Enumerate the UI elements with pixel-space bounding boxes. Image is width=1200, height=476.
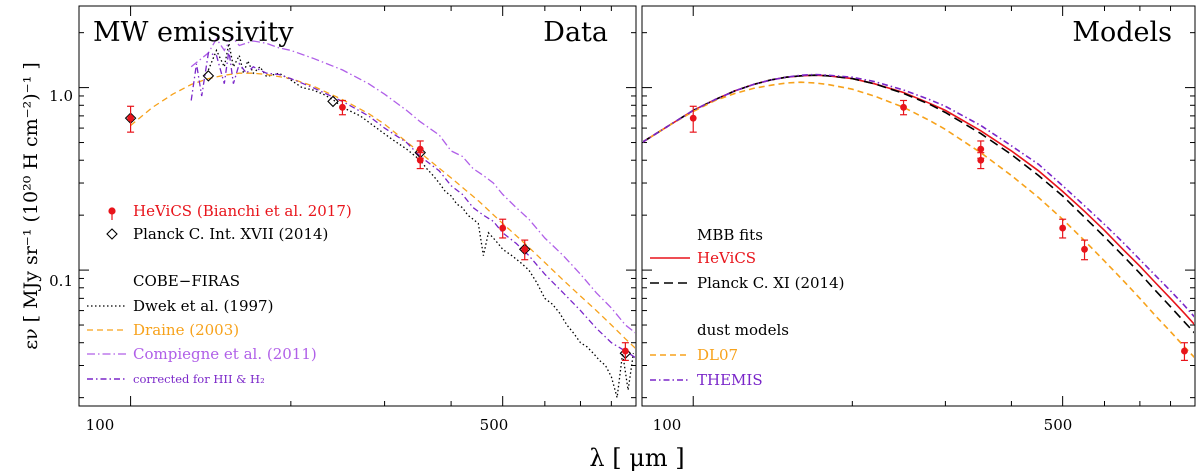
- legend-corrected-label: corrected for HII & H₂: [133, 372, 265, 386]
- data-point-350: [416, 156, 424, 164]
- series-line-dl07: [643, 81, 1194, 359]
- legend-dust-header: dust models: [697, 321, 789, 339]
- legend-themis-label: THEMIS: [697, 371, 763, 389]
- legend-compiegne-label: Compiegne et al. (2011): [133, 345, 317, 363]
- left-plot-area: [124, 35, 635, 398]
- data-point-550: [1081, 245, 1088, 253]
- legend-planck-marker: [106, 228, 118, 240]
- series-line-themis: [643, 73, 1194, 318]
- data-point-550: [521, 245, 529, 253]
- data-point-250: [339, 103, 346, 111]
- y-axis-label: εν [ MJy sr⁻¹ (10²⁰ H cm⁻²)⁻¹ ]: [20, 62, 42, 350]
- right-xtick-label-100: 100: [653, 416, 682, 434]
- legend-dl07-label: DL07: [697, 346, 738, 364]
- legend-hevics-label: HeViCS (Bianchi et al. 2017): [133, 202, 352, 220]
- right-panel-frame: [641, 5, 1196, 407]
- data-point-500: [1059, 224, 1067, 232]
- left-corner-label: Data: [543, 17, 608, 48]
- data-point-850: [1181, 347, 1188, 355]
- x-axis-label: λ [ μm ]: [589, 444, 684, 472]
- data-point-350: [416, 145, 424, 153]
- legend-cobe-header: COBE−FIRAS: [133, 272, 240, 290]
- data-point-850: [621, 347, 629, 355]
- left-legend: HeViCS (Bianchi et al. 2017) Planck C. I…: [87, 202, 352, 386]
- series-line-corrected-for-hii-h: [190, 50, 635, 359]
- legend-dwek-label: Dwek et al. (1997): [133, 297, 273, 315]
- right-axis-ticks: [642, 6, 1195, 406]
- legend-mbb-header: MBB fits: [697, 226, 763, 244]
- right-xtick-label-500: 500: [1044, 416, 1073, 434]
- data-point-100: [127, 114, 134, 122]
- right-series-group: [643, 73, 1194, 361]
- data-point-500: [499, 224, 507, 232]
- left-series-group: [124, 35, 635, 398]
- legend-mbb-planck-label: Planck C. XI (2014): [697, 274, 844, 292]
- left-panel-frame: [78, 5, 637, 407]
- left-axis-ticks: [79, 6, 636, 406]
- ytick-label-1.0: 1.0: [49, 87, 73, 105]
- left-xtick-label-500: 500: [480, 416, 509, 434]
- data-point-250: [900, 103, 907, 111]
- data-point-350: [977, 145, 985, 153]
- ytick-label-0.1: 0.1: [49, 272, 73, 290]
- legend-mbb-hevics-label: HeViCS: [697, 249, 756, 267]
- diamond-point-140: [202, 70, 215, 82]
- legend-draine-label: Draine (2003): [133, 321, 239, 339]
- legend-hevics-marker: [108, 207, 116, 215]
- series-line-compiegne-et-al-2011: [190, 35, 635, 334]
- left-xtick-label-100: 100: [86, 416, 115, 434]
- legend-planck-label: Planck C. Int. XVII (2014): [133, 225, 328, 243]
- right-corner-label: Models: [1072, 17, 1172, 48]
- right-legend: MBB fits HeViCS Planck C. XI (2014) dust…: [650, 226, 844, 389]
- diamond-point-240: [327, 95, 339, 108]
- left-title: MW emissivity: [93, 17, 294, 48]
- data-point-100: [689, 114, 697, 122]
- data-point-350: [977, 156, 985, 164]
- series-line-planck-c-xi-2014: [643, 74, 1194, 334]
